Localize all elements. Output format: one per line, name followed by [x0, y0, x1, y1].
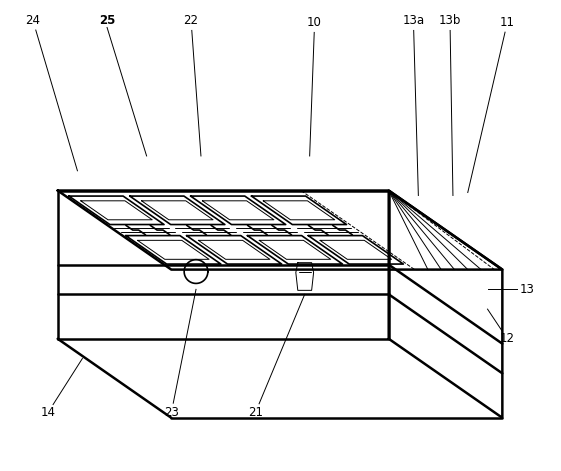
Text: 12: 12 — [500, 332, 515, 345]
Text: 13: 13 — [519, 283, 535, 296]
Text: 23: 23 — [164, 406, 179, 419]
Text: 14: 14 — [40, 406, 56, 419]
Text: 13a: 13a — [402, 14, 425, 27]
Text: 13b: 13b — [439, 14, 461, 27]
Text: 22: 22 — [183, 14, 199, 27]
Text: 10: 10 — [307, 16, 322, 29]
Text: 24: 24 — [25, 14, 40, 27]
Text: 21: 21 — [248, 406, 263, 419]
Text: 11: 11 — [500, 16, 515, 29]
Text: 25: 25 — [99, 14, 115, 27]
